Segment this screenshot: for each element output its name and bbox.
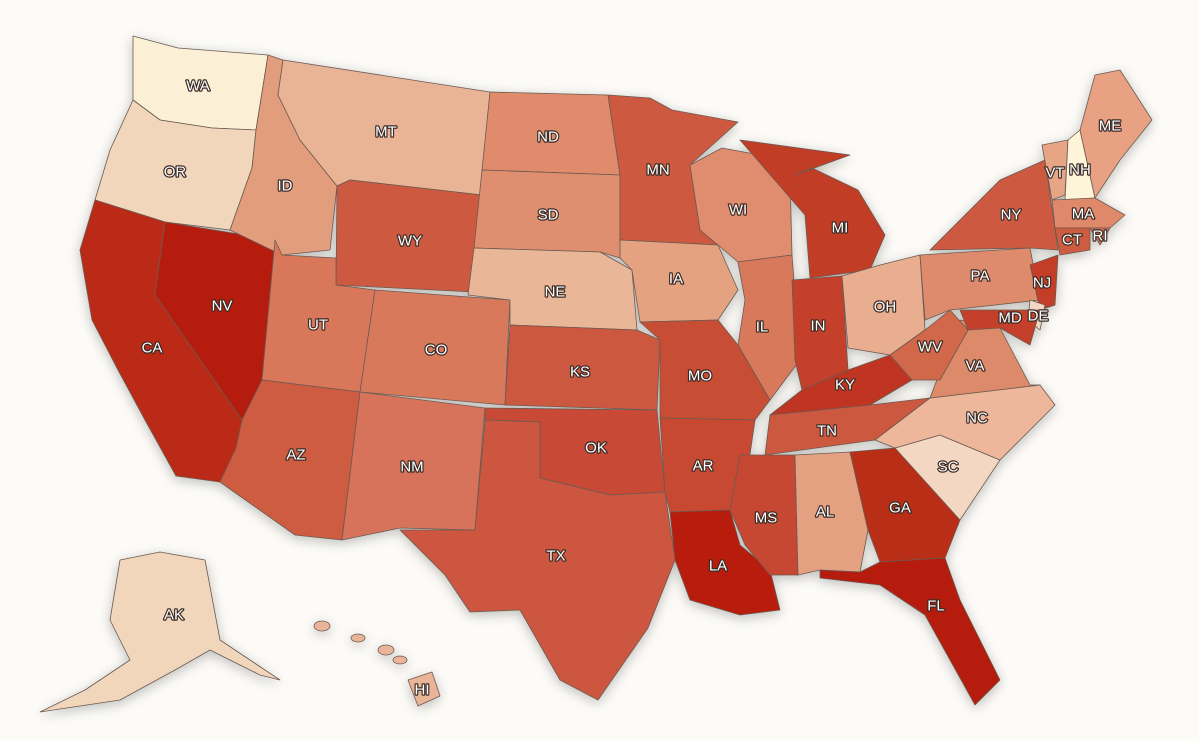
hawaii-island[interactable] (377, 644, 395, 656)
state-in[interactable] (791, 275, 849, 391)
state-pa[interactable] (919, 247, 1041, 321)
state-ny[interactable] (929, 159, 1059, 251)
state-md[interactable] (959, 309, 1041, 346)
hawaii-island[interactable] (392, 655, 408, 665)
state-co[interactable] (359, 289, 511, 406)
state-ct[interactable] (1054, 227, 1091, 256)
state-mo[interactable] (639, 319, 771, 421)
state-il[interactable] (737, 254, 801, 401)
state-mi[interactable] (739, 139, 886, 279)
state-ma[interactable] (1051, 197, 1126, 229)
state-nj[interactable] (1029, 254, 1059, 311)
state-tx[interactable] (399, 419, 676, 701)
state-hi[interactable] (407, 671, 441, 707)
state-wy[interactable] (335, 179, 483, 293)
state-nd[interactable] (481, 91, 621, 176)
state-sd[interactable] (473, 169, 621, 259)
state-ia[interactable] (619, 239, 739, 323)
hawaii-island[interactable] (313, 620, 331, 632)
state-ak[interactable] (39, 551, 281, 713)
state-la[interactable] (669, 509, 781, 616)
state-ks[interactable] (504, 324, 661, 411)
state-me[interactable] (1079, 69, 1153, 199)
state-nm[interactable] (341, 391, 486, 541)
state-fl[interactable] (819, 557, 1001, 706)
hawaii-island[interactable] (350, 633, 366, 643)
state-ri[interactable] (1089, 227, 1111, 246)
